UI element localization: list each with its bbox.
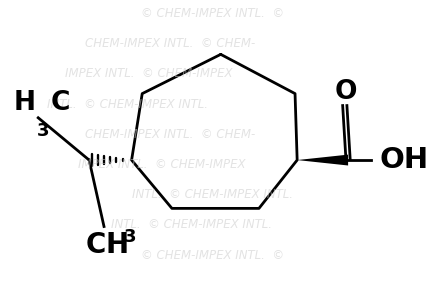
Text: INTL.  © CHEM-IMPEX INTL.: INTL. © CHEM-IMPEX INTL. — [47, 98, 208, 111]
Text: 3: 3 — [124, 228, 137, 246]
Text: © CHEM-IMPEX INTL.  ©: © CHEM-IMPEX INTL. © — [141, 249, 284, 262]
Text: CHEM-IMPEX INTL.  © CHEM-: CHEM-IMPEX INTL. © CHEM- — [85, 37, 255, 50]
Text: IMPEX INTL.  © CHEM-IMPEX: IMPEX INTL. © CHEM-IMPEX — [65, 67, 232, 81]
Text: H: H — [14, 90, 36, 116]
Text: O: O — [335, 79, 357, 105]
Text: CHEM-IMPEX INTL.  © CHEM-: CHEM-IMPEX INTL. © CHEM- — [85, 128, 255, 141]
Polygon shape — [297, 155, 348, 165]
Text: INTL.  © CHEM-IMPEX INTL.: INTL. © CHEM-IMPEX INTL. — [110, 218, 272, 232]
Text: C: C — [86, 231, 106, 259]
Text: OH: OH — [380, 146, 429, 174]
Text: H: H — [105, 231, 128, 259]
Text: C: C — [51, 90, 71, 116]
Text: INTL.  © CHEM-IMPEX INTL.: INTL. © CHEM-IMPEX INTL. — [132, 188, 293, 201]
Text: 3: 3 — [37, 122, 49, 140]
Text: IMPEX INTL.  © CHEM-IMPEX: IMPEX INTL. © CHEM-IMPEX — [78, 158, 245, 171]
Text: © CHEM-IMPEX INTL.  ©: © CHEM-IMPEX INTL. © — [141, 7, 284, 20]
